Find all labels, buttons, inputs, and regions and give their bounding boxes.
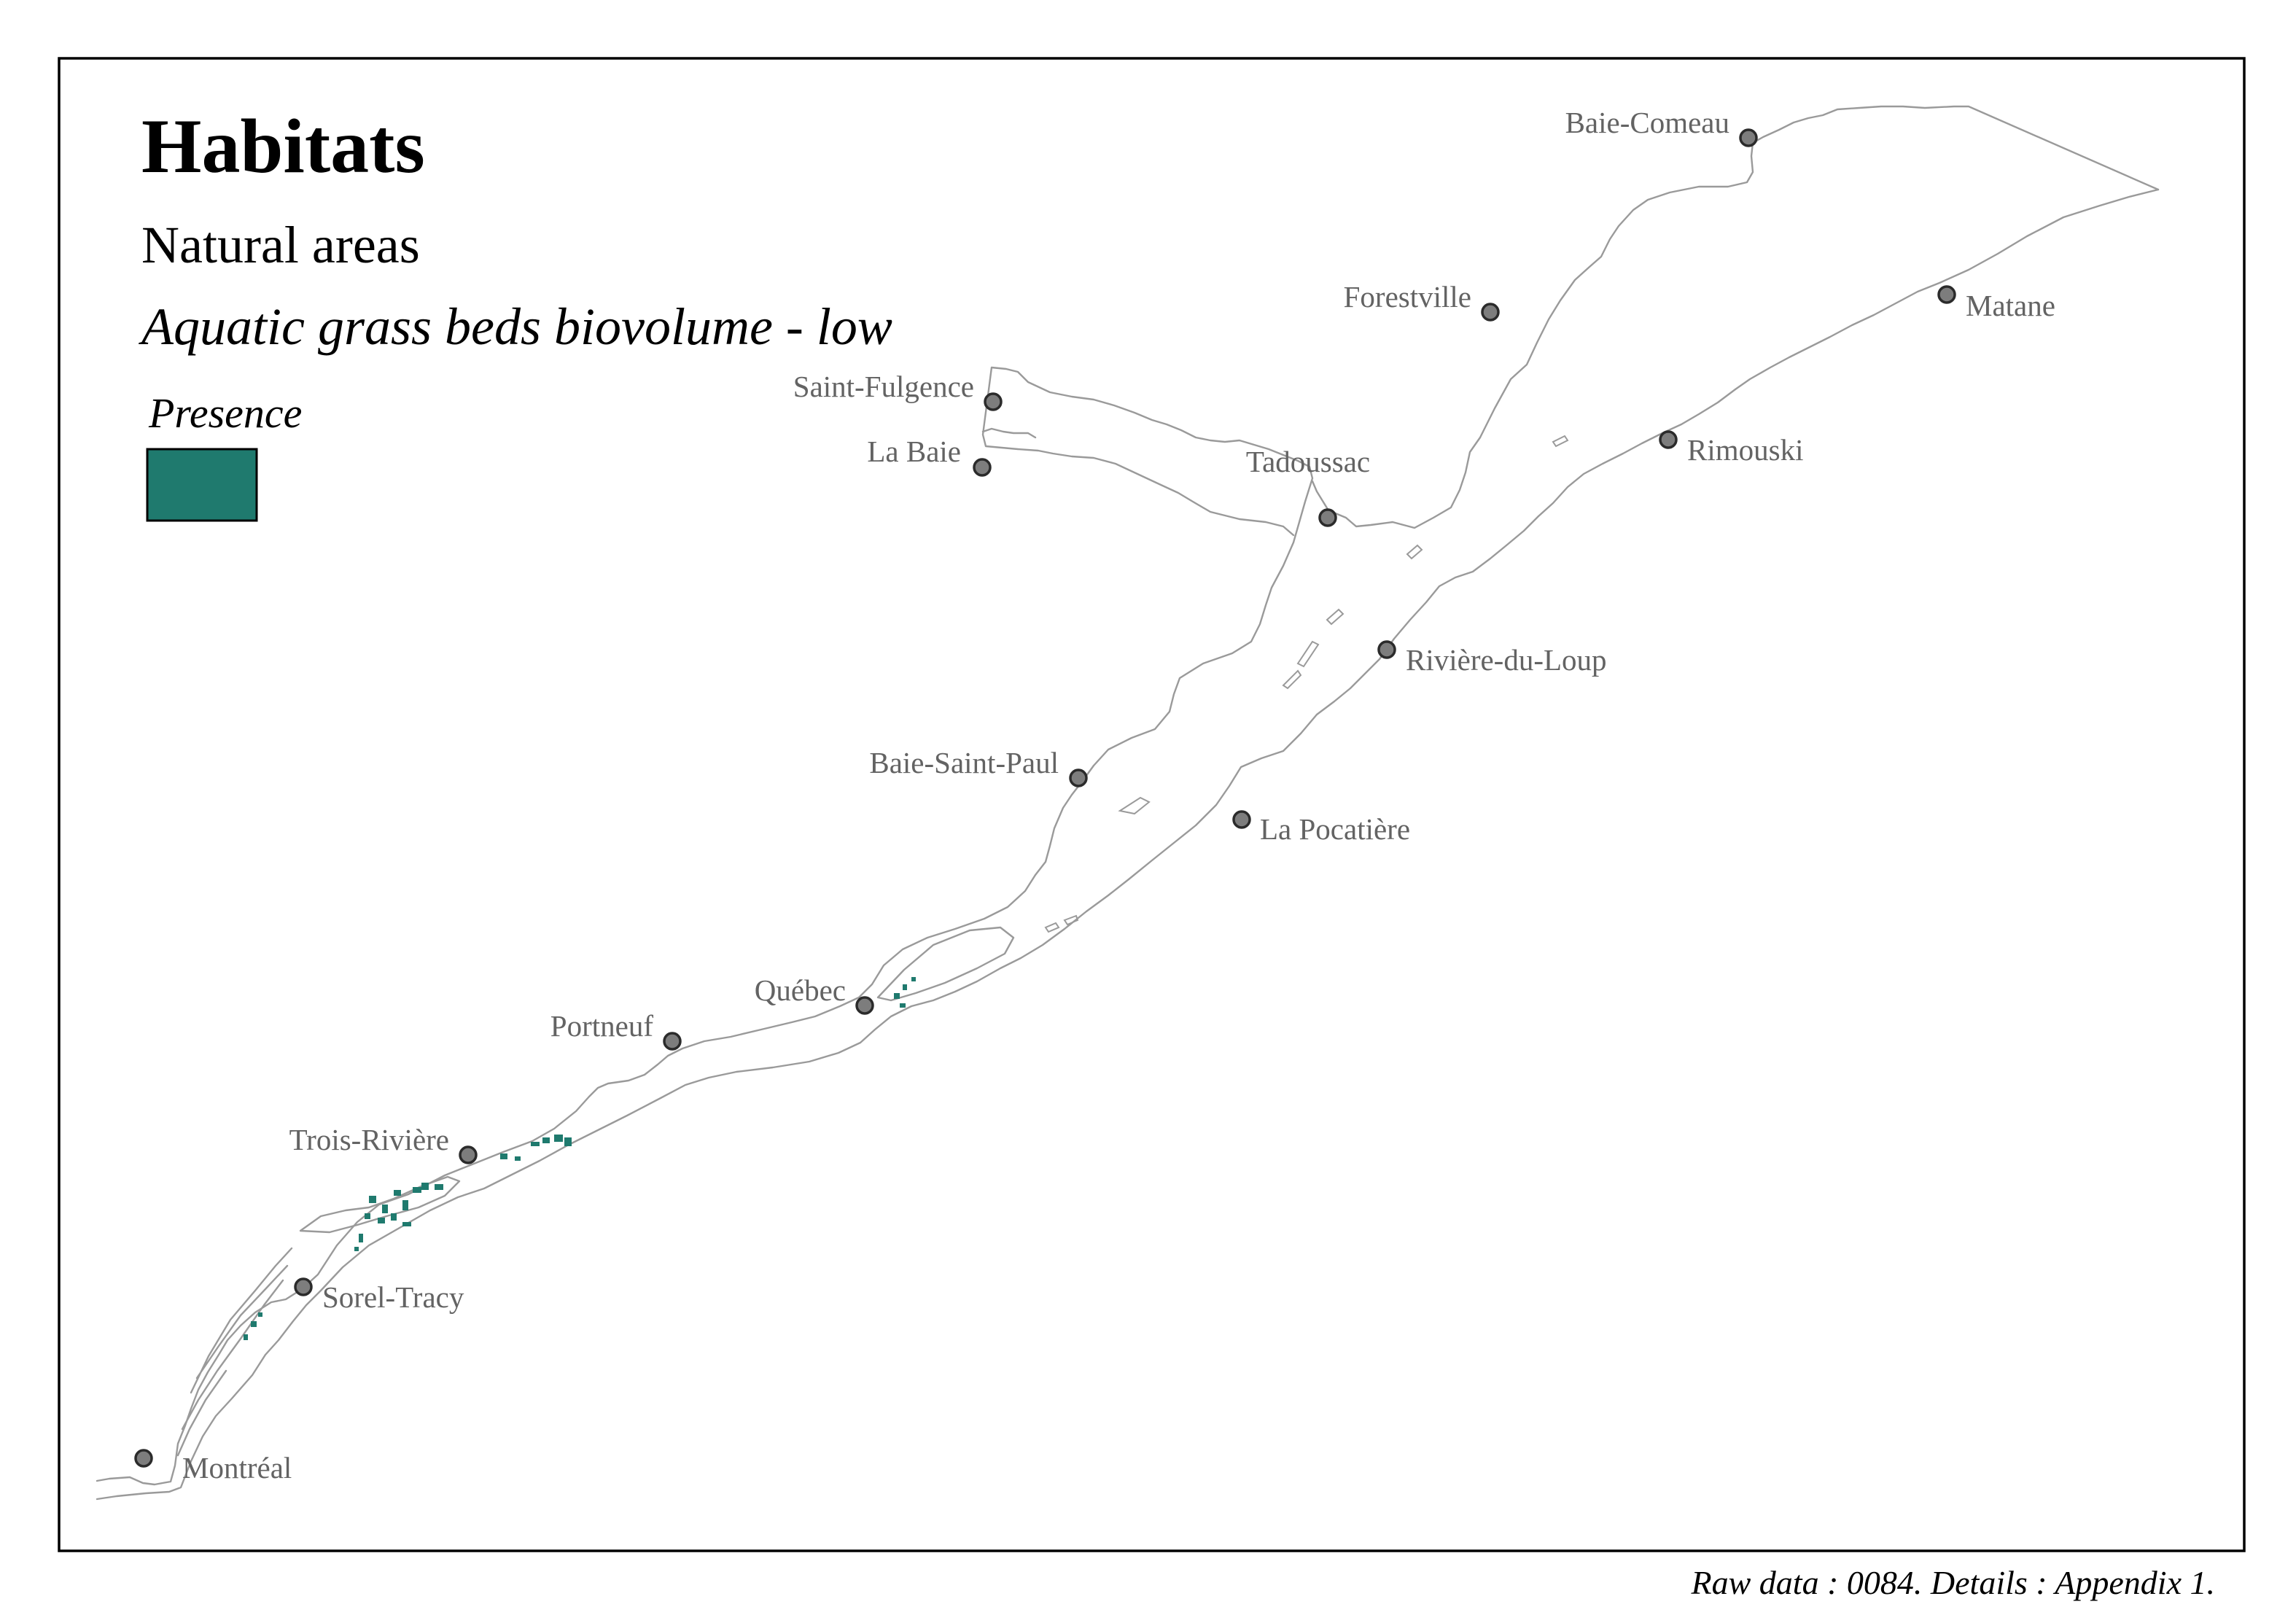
grass-bed-patches — [244, 977, 916, 1340]
st-lawrence-shoreline — [96, 105, 2160, 1501]
city-sorel-tracy: Sorel-Tracy — [294, 1277, 464, 1314]
city-label: La Baie — [867, 435, 961, 468]
city-marker — [1318, 508, 1337, 527]
city-marker — [1937, 285, 1956, 304]
city-baie-saint-paul: Baie-Saint-Paul — [869, 746, 1088, 787]
city-tadoussac: Tadoussac — [1246, 445, 1370, 527]
city-marker — [1739, 128, 1758, 147]
city-baie-comeau: Baie-Comeau — [1565, 106, 1758, 147]
city-trois-riviere: Trois-Rivière — [289, 1123, 478, 1164]
city-label: Baie-Comeau — [1565, 106, 1729, 139]
city-marker — [855, 996, 874, 1015]
city-label: Tadoussac — [1246, 445, 1370, 478]
map-title: Habitats — [141, 104, 425, 189]
legend-title: Presence — [148, 389, 302, 437]
city-marker — [1481, 303, 1500, 322]
city-label: Forestville — [1344, 280, 1471, 314]
city-markers: Baie-Comeau Forestville Matane Saint-Ful… — [134, 106, 2055, 1485]
city-label: Saint-Fulgence — [793, 370, 974, 403]
city-label: Matane — [1966, 289, 2055, 322]
city-marker — [1069, 769, 1088, 787]
city-portneuf: Portneuf — [550, 1009, 682, 1051]
legend-swatch-presence — [146, 448, 258, 522]
city-label: Portneuf — [550, 1009, 654, 1043]
city-marker — [459, 1145, 478, 1164]
city-marker — [984, 392, 1003, 411]
city-marker — [294, 1277, 313, 1296]
layer-name: Aquatic grass beds biovolume - low — [139, 297, 892, 356]
city-la-baie: La Baie — [867, 435, 992, 477]
city-matane: Matane — [1937, 285, 2055, 322]
city-quebec: Québec — [755, 973, 874, 1015]
legend: Presence — [146, 389, 302, 522]
city-label: Montréal — [182, 1451, 292, 1485]
city-marker — [1377, 640, 1396, 659]
city-marker — [134, 1449, 153, 1468]
city-forestville: Forestville — [1344, 280, 1500, 322]
city-riviere-du-loup: Rivière-du-Loup — [1377, 640, 1607, 677]
city-label: La Pocatière — [1260, 812, 1410, 846]
city-label: Trois-Rivière — [289, 1123, 449, 1156]
city-saint-fulgence: Saint-Fulgence — [793, 370, 1003, 411]
city-label: Rimouski — [1687, 433, 1803, 467]
city-montreal: Montréal — [134, 1449, 292, 1485]
source-note: Raw data : 0084. Details : Appendix 1. — [1691, 1564, 2215, 1601]
map-subtitle: Natural areas — [141, 216, 420, 274]
map-frame — [58, 57, 2246, 1552]
city-marker — [1659, 430, 1678, 449]
city-marker — [1232, 810, 1251, 829]
city-label: Rivière-du-Loup — [1406, 643, 1607, 677]
city-rimouski: Rimouski — [1659, 430, 1803, 467]
city-marker — [663, 1032, 682, 1051]
city-label: Sorel-Tracy — [322, 1280, 464, 1314]
city-label: Québec — [755, 973, 846, 1007]
city-la-pocatiere: La Pocatière — [1232, 810, 1410, 846]
city-label: Baie-Saint-Paul — [869, 746, 1059, 779]
city-marker — [973, 458, 992, 477]
